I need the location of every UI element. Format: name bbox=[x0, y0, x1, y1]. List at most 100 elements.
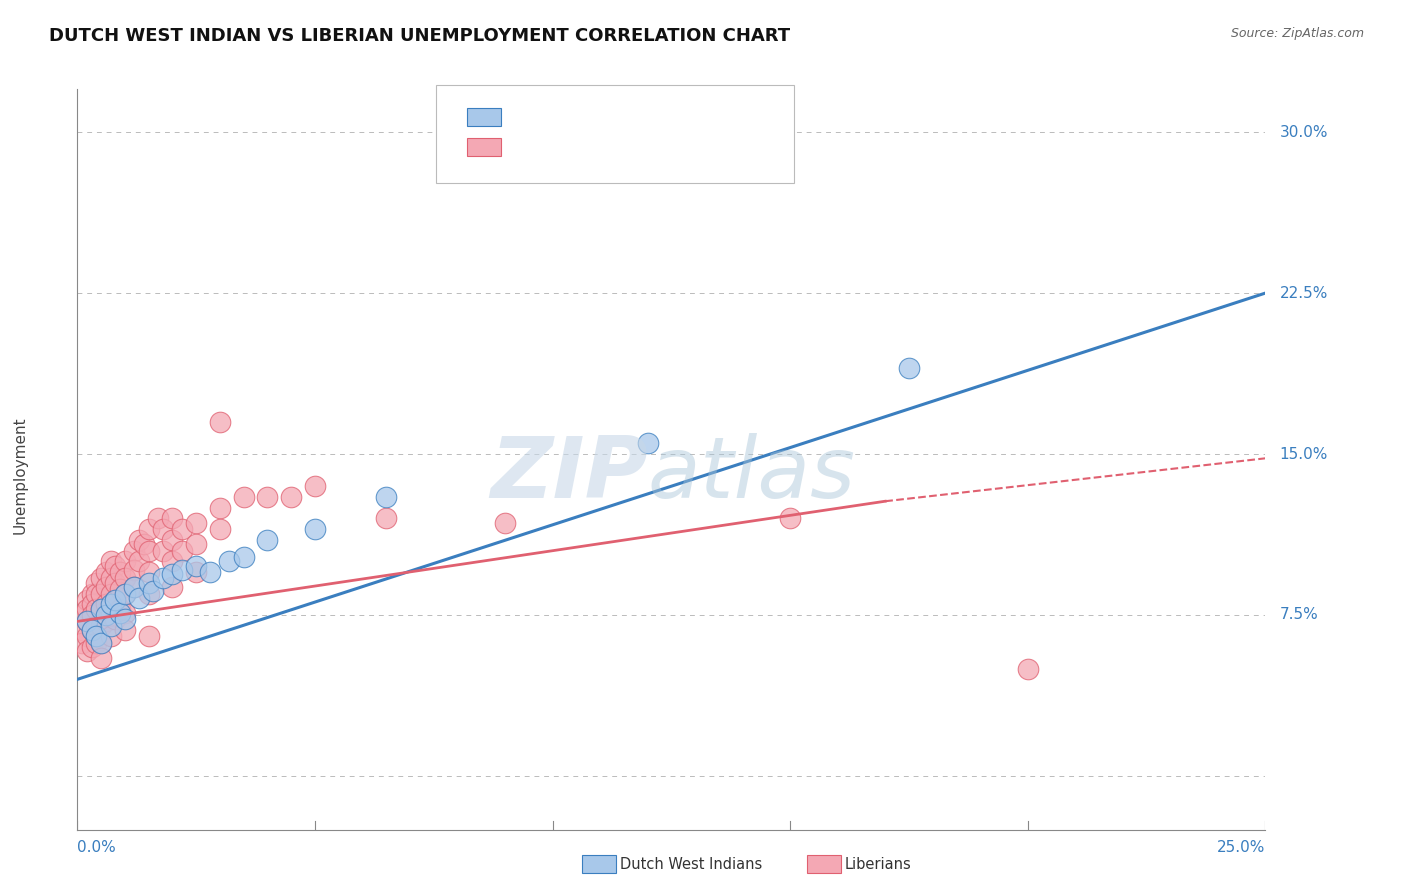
Point bbox=[90, 618, 112, 632]
Point bbox=[128, 533, 150, 547]
Point bbox=[104, 593, 127, 607]
Text: 7.5%: 7.5% bbox=[1279, 607, 1319, 623]
Point bbox=[138, 575, 160, 590]
Point bbox=[80, 640, 103, 655]
Point bbox=[637, 436, 659, 450]
Point bbox=[124, 580, 146, 594]
Point bbox=[86, 618, 108, 632]
Point bbox=[104, 575, 127, 590]
Text: 30.0%: 30.0% bbox=[1279, 125, 1329, 140]
Point bbox=[138, 629, 160, 643]
Point bbox=[256, 490, 278, 504]
Point bbox=[898, 361, 921, 376]
Point bbox=[208, 522, 231, 536]
Point bbox=[108, 601, 131, 615]
Point bbox=[104, 612, 127, 626]
Point bbox=[232, 549, 254, 564]
Point bbox=[80, 623, 103, 637]
Point bbox=[142, 584, 165, 599]
Text: ZIP: ZIP bbox=[489, 433, 648, 516]
Point bbox=[80, 607, 103, 622]
Point bbox=[76, 629, 98, 643]
Point bbox=[80, 586, 103, 600]
Point bbox=[208, 500, 231, 515]
Point bbox=[304, 479, 326, 493]
Point bbox=[124, 563, 146, 577]
Point bbox=[90, 651, 112, 665]
Point bbox=[114, 623, 136, 637]
Point bbox=[779, 511, 801, 525]
Text: Unemployment: Unemployment bbox=[13, 417, 28, 534]
Point bbox=[186, 537, 208, 551]
Point bbox=[70, 607, 93, 622]
Point bbox=[86, 601, 108, 615]
Point bbox=[100, 597, 122, 611]
Point bbox=[152, 572, 174, 586]
Point bbox=[76, 593, 98, 607]
Text: DUTCH WEST INDIAN VS LIBERIAN UNEMPLOYMENT CORRELATION CHART: DUTCH WEST INDIAN VS LIBERIAN UNEMPLOYME… bbox=[49, 27, 790, 45]
Point bbox=[76, 615, 98, 629]
Point bbox=[90, 636, 112, 650]
Point bbox=[132, 537, 155, 551]
Text: 15.0%: 15.0% bbox=[1279, 447, 1329, 461]
Text: Source: ZipAtlas.com: Source: ZipAtlas.com bbox=[1230, 27, 1364, 40]
Point bbox=[90, 586, 112, 600]
Point bbox=[200, 565, 222, 579]
Point bbox=[76, 615, 98, 629]
Point bbox=[114, 572, 136, 586]
Text: atlas: atlas bbox=[648, 433, 856, 516]
Point bbox=[114, 606, 136, 620]
Point bbox=[108, 582, 131, 597]
Point bbox=[100, 607, 122, 622]
Text: Dutch West Indians: Dutch West Indians bbox=[620, 857, 762, 871]
Point bbox=[162, 533, 184, 547]
Point bbox=[162, 511, 184, 525]
Point bbox=[94, 597, 117, 611]
Point bbox=[138, 543, 160, 558]
Point bbox=[304, 522, 326, 536]
Point bbox=[100, 586, 122, 600]
Point bbox=[138, 565, 160, 579]
Point bbox=[86, 575, 108, 590]
Text: R = 0.253   N = 79: R = 0.253 N = 79 bbox=[508, 140, 658, 154]
Point bbox=[494, 516, 516, 530]
Point bbox=[124, 543, 146, 558]
Point bbox=[218, 554, 240, 568]
Point bbox=[1017, 662, 1039, 676]
Point bbox=[80, 623, 103, 637]
Point bbox=[186, 565, 208, 579]
Text: R = 0.553   N = 28: R = 0.553 N = 28 bbox=[508, 110, 658, 124]
Point bbox=[114, 554, 136, 568]
Point bbox=[186, 516, 208, 530]
Point bbox=[152, 522, 174, 536]
Point bbox=[94, 615, 117, 629]
Point bbox=[70, 623, 93, 637]
Text: 25.0%: 25.0% bbox=[1218, 840, 1265, 855]
Point bbox=[170, 543, 193, 558]
Point bbox=[90, 601, 112, 615]
Point bbox=[280, 490, 302, 504]
Point bbox=[162, 567, 184, 582]
Point bbox=[170, 522, 193, 536]
Point bbox=[100, 618, 122, 632]
Point bbox=[186, 558, 208, 573]
Text: 22.5%: 22.5% bbox=[1279, 285, 1329, 301]
Point bbox=[114, 586, 136, 600]
Point bbox=[70, 636, 93, 650]
Point bbox=[86, 636, 108, 650]
Point bbox=[108, 565, 131, 579]
Point bbox=[208, 415, 231, 429]
Point bbox=[138, 522, 160, 536]
Point bbox=[94, 580, 117, 594]
Point bbox=[162, 554, 184, 568]
Point bbox=[232, 490, 254, 504]
Point bbox=[375, 511, 398, 525]
Point bbox=[146, 511, 169, 525]
Point bbox=[76, 601, 98, 615]
Point bbox=[80, 597, 103, 611]
Point bbox=[86, 629, 108, 643]
Point bbox=[152, 543, 174, 558]
Point bbox=[100, 554, 122, 568]
Point bbox=[90, 572, 112, 586]
Point bbox=[90, 636, 112, 650]
